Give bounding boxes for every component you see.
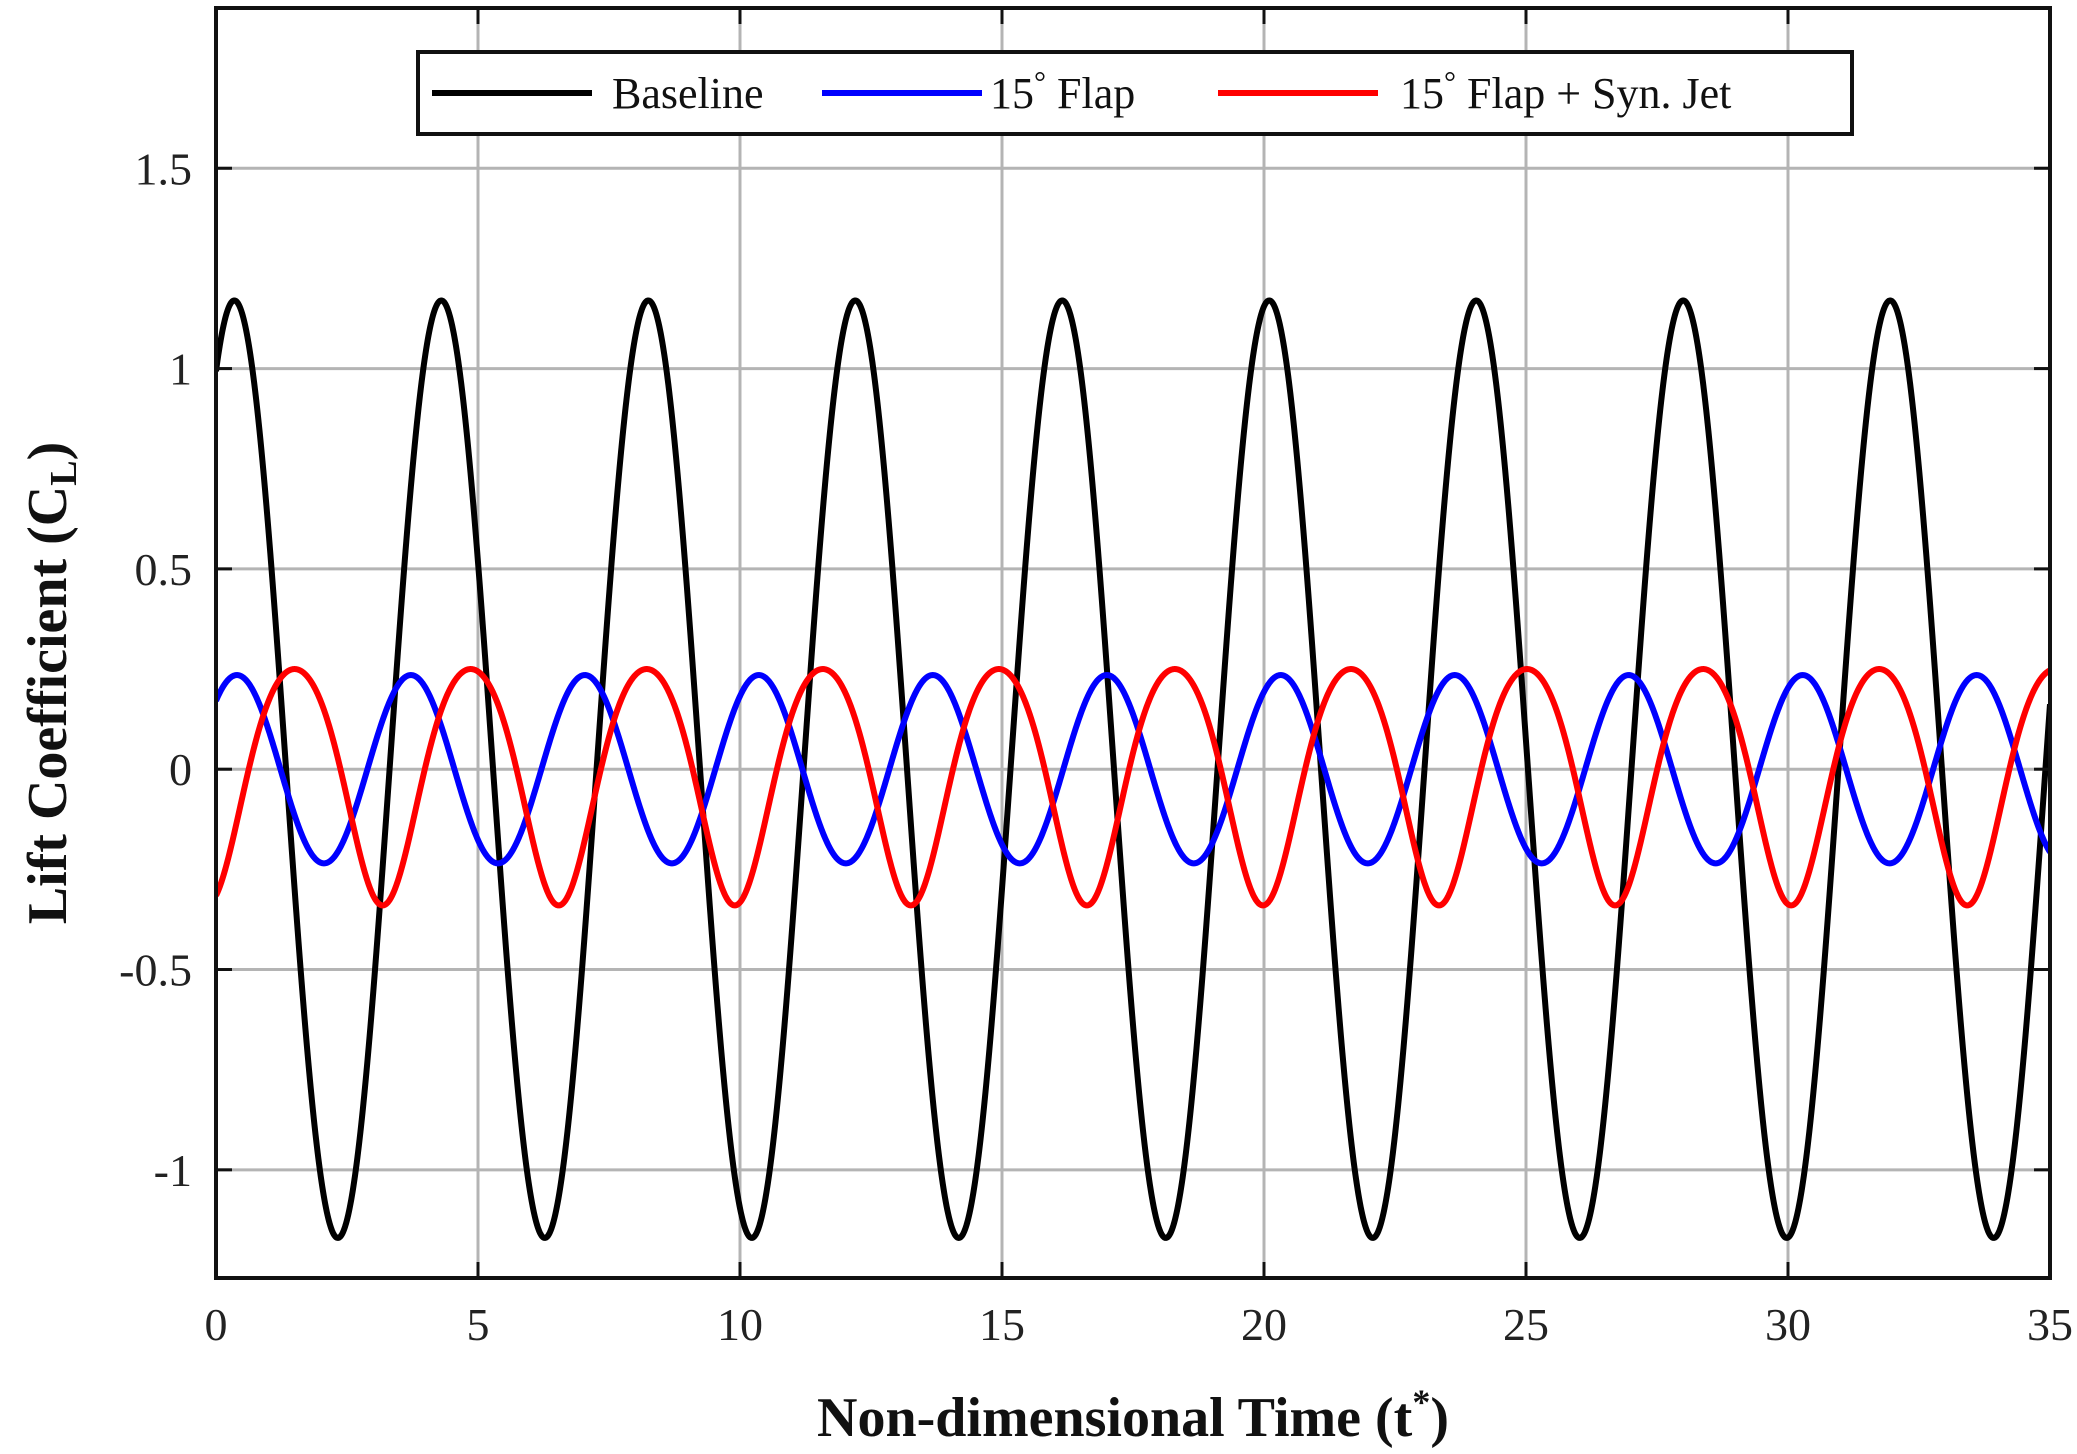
y-tick-label: -1	[154, 1145, 192, 1196]
x-tick-label: 30	[1765, 1299, 1811, 1350]
plot-area-frame	[214, 6, 2052, 1280]
legend-label-0: Baseline	[612, 69, 764, 118]
x-tick-label: 20	[1241, 1299, 1287, 1350]
tick-labels: 0 5 10 15 20 25 30 35 -1 -0.5 0 0.5 1 1.5	[119, 143, 2073, 1350]
legend-label-1: 15° Flap	[990, 66, 1135, 118]
y-tick-label: 0.5	[135, 544, 193, 595]
series-line-15-flap	[216, 672, 2050, 867]
legend: Baseline 15° Flap 15° Flap + Syn. Jet	[416, 50, 1854, 136]
y-tick-label: 1	[169, 344, 192, 395]
x-axis-title-superscript: *	[1412, 1382, 1430, 1422]
legend-box	[416, 50, 1854, 136]
x-tick-label: 15	[979, 1299, 1025, 1350]
x-tick-label: 5	[467, 1299, 490, 1350]
series-line-15-flap-syn-jet	[216, 666, 2050, 909]
y-axis-title-subscript: L	[43, 460, 85, 485]
x-axis-title: Non-dimensional Time (t*)	[817, 1382, 1449, 1449]
y-tick-label: 1.5	[135, 143, 193, 194]
axis-ticks	[214, 8, 2052, 1278]
y-tick-label: 0	[169, 744, 192, 795]
x-tick-label: 25	[1503, 1299, 1549, 1350]
series-line-baseline	[216, 297, 2050, 1241]
series-layer	[216, 297, 2050, 1241]
x-tick-label: 35	[2027, 1299, 2073, 1350]
x-tick-label: 10	[717, 1299, 763, 1350]
legend-label-2: 15° Flap + Syn. Jet	[1400, 66, 1731, 118]
y-tick-label: -0.5	[119, 945, 192, 996]
grid-lines	[216, 8, 2050, 1278]
x-tick-label: 0	[205, 1299, 228, 1350]
y-axis-title: Lift Coefficient (CL)	[17, 442, 85, 925]
